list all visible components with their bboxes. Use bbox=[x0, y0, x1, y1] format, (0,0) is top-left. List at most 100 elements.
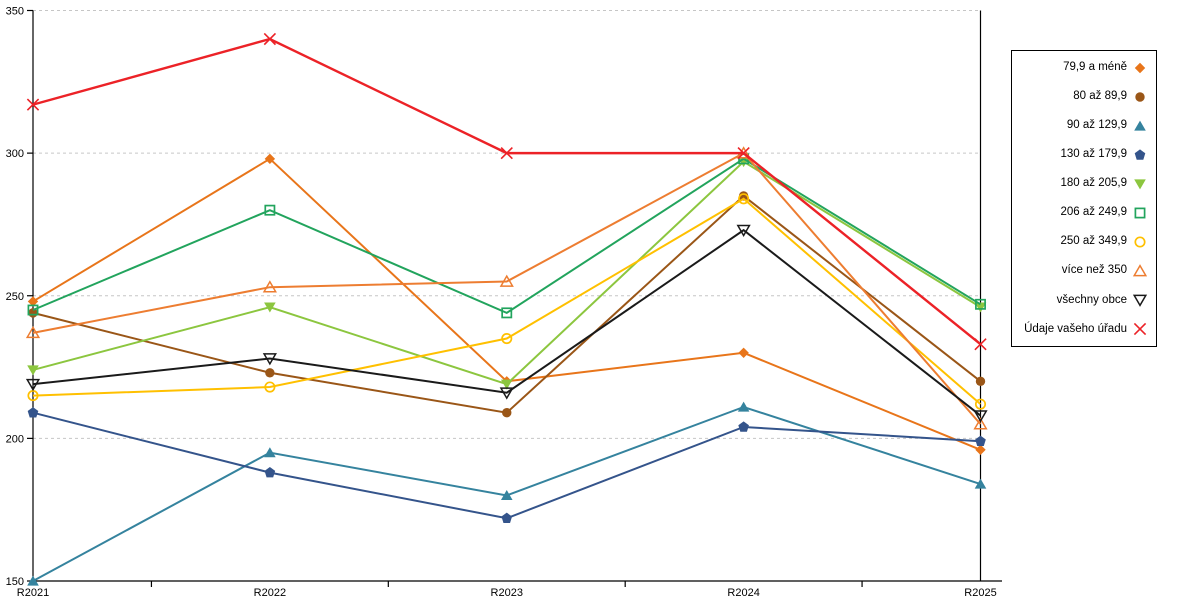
legend-item-3: 130 až 179,9 bbox=[1060, 148, 1148, 162]
triangle-up-marker-icon bbox=[499, 274, 514, 287]
legend-circle-icon bbox=[1135, 91, 1145, 102]
x-axis-label: R2021 bbox=[17, 587, 49, 599]
triangle-down-marker-icon bbox=[973, 410, 988, 423]
triangle-up-marker-icon bbox=[264, 447, 276, 458]
legend-x-icon bbox=[1133, 323, 1147, 336]
x-axis-label: R2023 bbox=[491, 587, 523, 599]
series-line-7 bbox=[32, 151, 982, 425]
triangle-down-marker-icon bbox=[262, 353, 277, 366]
triangle-up-marker-icon bbox=[737, 401, 750, 412]
square-marker-icon bbox=[975, 298, 986, 310]
x-axis-label: R2022 bbox=[254, 587, 286, 599]
circle-marker-icon bbox=[738, 193, 750, 205]
y-axis-label: 150 bbox=[6, 576, 24, 588]
circle-marker-icon bbox=[264, 381, 276, 393]
x-marker-icon bbox=[974, 338, 987, 351]
circle-marker-icon bbox=[738, 191, 749, 201]
diamond-marker-icon bbox=[975, 444, 986, 455]
legend-item-8: všechny obce bbox=[1056, 293, 1148, 308]
legend-square-icon bbox=[1134, 207, 1146, 219]
x-axis-label: R2024 bbox=[727, 587, 759, 599]
triangle-up-marker-icon bbox=[1132, 264, 1148, 277]
pentagon-marker-icon bbox=[501, 512, 513, 524]
y-axis-label: 300 bbox=[6, 148, 24, 160]
triangle-down-marker-icon bbox=[27, 365, 39, 376]
legend-triangle-up-icon bbox=[1132, 264, 1148, 277]
legend-triangle-down-icon bbox=[1132, 294, 1148, 308]
legend-pentagon-icon bbox=[1134, 149, 1146, 160]
y-axis-label: 200 bbox=[6, 433, 24, 445]
legend-item-5: 206 až 249,9 bbox=[1060, 206, 1148, 220]
legend-triangle-up-icon bbox=[1134, 120, 1146, 131]
y-axis-label: 250 bbox=[6, 291, 24, 303]
x-marker-icon bbox=[1133, 323, 1147, 336]
series-line-9 bbox=[32, 37, 982, 346]
legend-label: všechny obce bbox=[1056, 293, 1127, 306]
legend-label: Údaje vašeho úřadu bbox=[1024, 322, 1127, 335]
square-marker-icon bbox=[501, 307, 513, 319]
diamond-marker-icon bbox=[738, 347, 749, 358]
x-marker-icon bbox=[263, 32, 277, 46]
triangle-down-marker-icon bbox=[1132, 294, 1148, 308]
x-marker-icon bbox=[26, 98, 40, 111]
pentagon-marker-icon bbox=[975, 435, 986, 447]
legend-triangle-down-icon bbox=[1134, 179, 1146, 190]
triangle-up-marker-icon bbox=[262, 280, 277, 293]
circle-marker-icon bbox=[975, 376, 986, 387]
legend-item-4: 180 až 205,9 bbox=[1060, 177, 1148, 191]
square-marker-icon bbox=[1134, 207, 1146, 219]
legend-label: 206 až 249,9 bbox=[1060, 206, 1127, 219]
pentagon-marker-icon bbox=[738, 421, 749, 432]
triangle-up-marker-icon bbox=[973, 417, 988, 430]
legend-label: 80 až 89,9 bbox=[1073, 89, 1127, 102]
circle-marker-icon bbox=[501, 332, 513, 345]
x-marker-icon bbox=[500, 146, 513, 160]
legend-item-2: 90 až 129,9 bbox=[1067, 119, 1148, 133]
pentagon-marker-icon bbox=[1134, 149, 1146, 160]
triangle-down-marker-icon bbox=[736, 224, 751, 238]
square-marker-icon bbox=[264, 204, 276, 216]
legend-label: 90 až 129,9 bbox=[1066, 118, 1127, 131]
triangle-up-marker-icon bbox=[974, 478, 987, 489]
legend-label: 79,9 a méně bbox=[1063, 60, 1127, 73]
triangle-up-marker-icon bbox=[1134, 120, 1146, 131]
circle-marker-icon bbox=[1135, 91, 1145, 102]
diamond-marker-icon bbox=[264, 153, 276, 165]
circle-marker-icon bbox=[265, 368, 275, 378]
triangle-down-marker-icon bbox=[974, 302, 987, 313]
legend-item-9: Údaje vašeho úřadu bbox=[1024, 322, 1148, 336]
series-line-4 bbox=[32, 160, 982, 386]
series-line-3 bbox=[32, 411, 981, 520]
x-marker-icon bbox=[737, 146, 750, 160]
triangle-up-marker-icon bbox=[25, 325, 41, 339]
triangle-down-marker-icon bbox=[500, 379, 513, 390]
pentagon-marker-icon bbox=[264, 467, 276, 478]
triangle-down-marker-icon bbox=[264, 302, 276, 313]
legend-label: 130 až 179,9 bbox=[1060, 148, 1127, 161]
pentagon-marker-icon bbox=[27, 407, 39, 418]
legend-circle-icon bbox=[1134, 236, 1146, 248]
legend-label: více než 350 bbox=[1061, 264, 1127, 277]
triangle-down-marker-icon bbox=[499, 387, 514, 400]
y-axis-label: 350 bbox=[6, 6, 24, 18]
triangle-down-marker-icon bbox=[1134, 179, 1146, 190]
circle-marker-icon bbox=[974, 398, 987, 410]
legend-item-0: 79,9 a méně bbox=[1063, 61, 1148, 75]
legend-item-7: více než 350 bbox=[1062, 264, 1148, 278]
legend-label: 180 až 205,9 bbox=[1060, 177, 1127, 190]
triangle-up-marker-icon bbox=[27, 575, 39, 586]
circle-marker-icon bbox=[502, 408, 512, 418]
circle-marker-icon bbox=[1134, 236, 1146, 248]
triangle-up-marker-icon bbox=[500, 490, 513, 501]
series-line-5 bbox=[32, 157, 982, 314]
legend-diamond-icon bbox=[1134, 62, 1146, 73]
series-line-8 bbox=[32, 228, 982, 417]
series-line-6 bbox=[32, 197, 982, 405]
diamond-marker-icon bbox=[1134, 62, 1146, 73]
legend-item-1: 80 až 89,9 bbox=[1073, 90, 1148, 104]
triangle-down-marker-icon bbox=[25, 378, 41, 392]
legend-label: 250 až 349,9 bbox=[1060, 235, 1127, 248]
square-marker-icon bbox=[27, 304, 39, 316]
